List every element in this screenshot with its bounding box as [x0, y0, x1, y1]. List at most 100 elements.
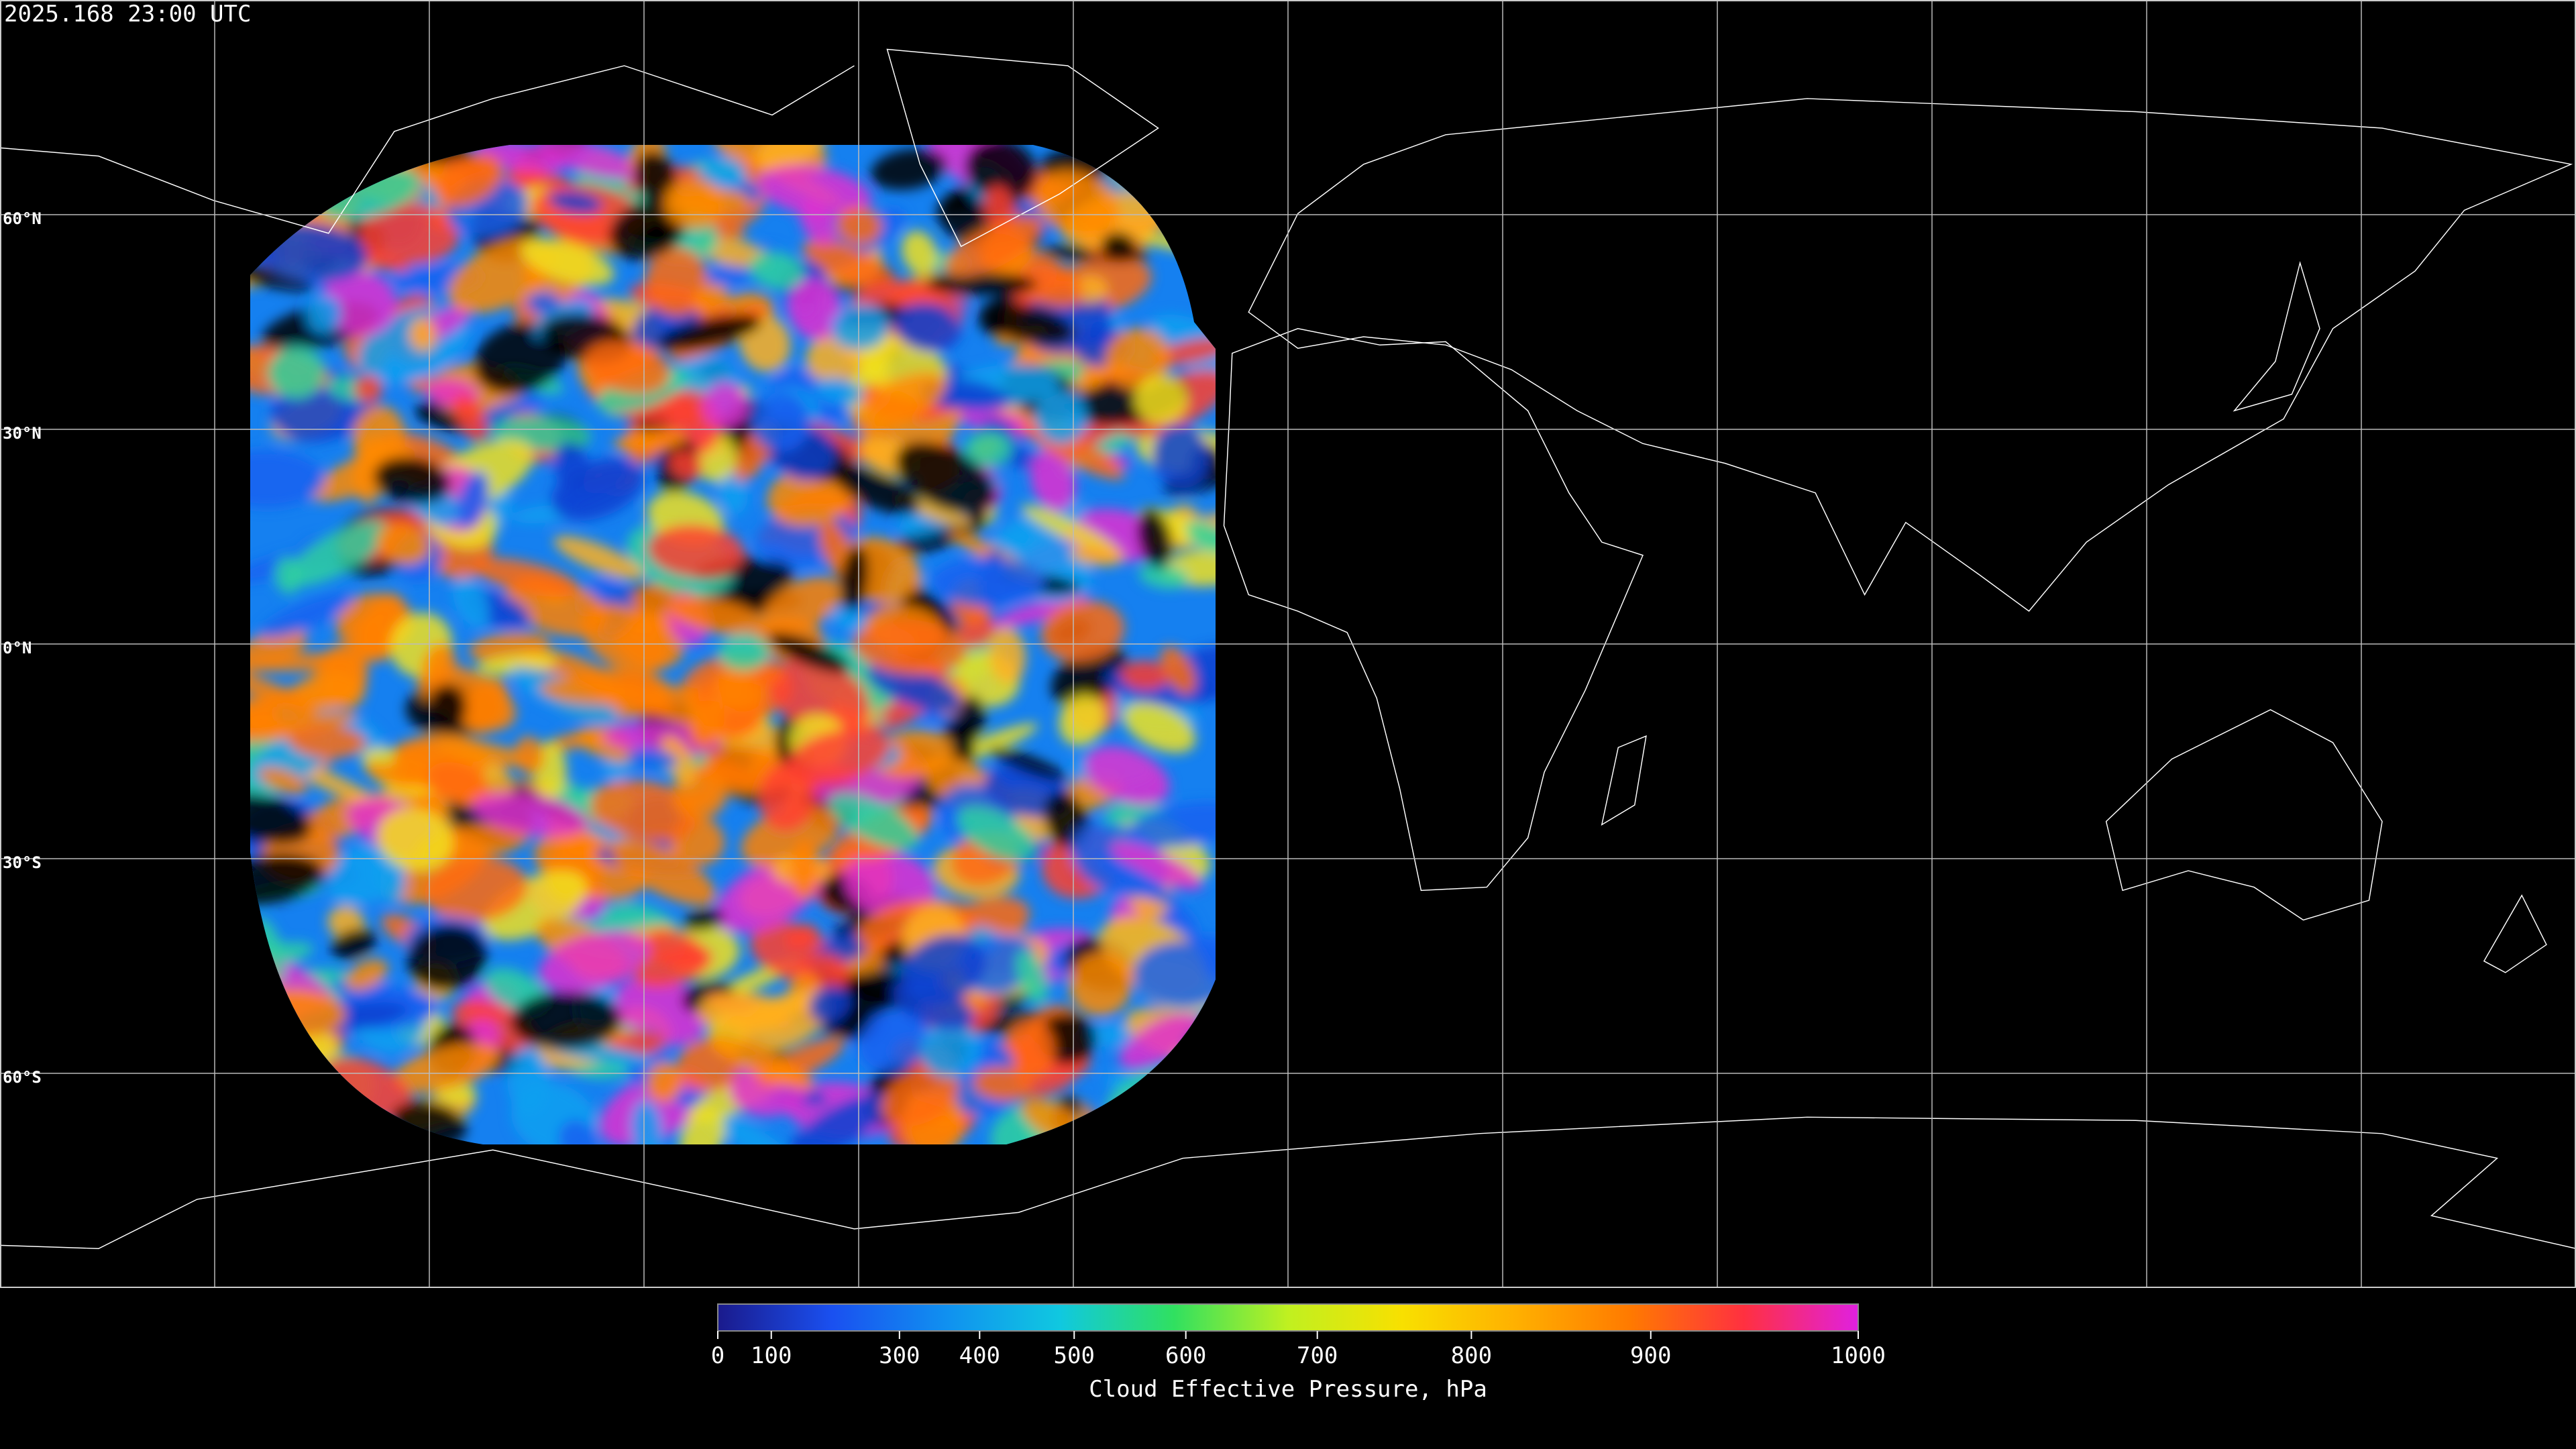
cloud-blob — [515, 736, 545, 775]
cloud-blob — [260, 593, 353, 638]
colorbar-tick-label: 0 — [711, 1342, 724, 1369]
cloud-blob — [286, 520, 390, 586]
cloud-blob — [830, 304, 890, 350]
cloud-blob — [707, 1034, 814, 1089]
cloud-blob — [463, 678, 509, 735]
cloud-blob — [646, 1061, 683, 1103]
cloud-blob — [808, 985, 851, 1023]
latitude-label: 30°S — [3, 853, 42, 872]
cloud-blob — [851, 372, 947, 433]
cloud-blob — [1105, 327, 1171, 391]
cloud-blob — [702, 382, 749, 429]
cloud-blob — [661, 735, 696, 786]
coast-nz — [2483, 894, 2547, 973]
cloud-blob — [790, 838, 818, 900]
cloud-blob — [377, 808, 453, 871]
cloud-blob — [768, 633, 850, 674]
cloud-blob — [724, 988, 828, 1030]
cloud-blob — [1134, 375, 1188, 425]
cloud-blob — [1059, 694, 1106, 747]
cloud-blob — [472, 557, 579, 597]
coast-north-america — [0, 65, 855, 234]
cloud-blob — [1110, 842, 1203, 890]
cloud-blob — [769, 658, 870, 735]
latitude-label: 30°N — [3, 424, 42, 443]
cloud-blob — [354, 374, 383, 403]
cloud-blob — [964, 431, 1013, 467]
coast-africa — [1223, 328, 1644, 892]
colorbar-tick-label: 400 — [959, 1342, 1000, 1369]
cloud-blob — [718, 472, 749, 515]
cloud-blob — [758, 164, 872, 219]
cloud-blob — [1152, 424, 1210, 488]
cloud-blob — [558, 1120, 597, 1144]
colorbar-ramp — [717, 1303, 1859, 1332]
cloud-blob — [836, 206, 883, 245]
cloud-blob — [756, 145, 826, 169]
cloud-blob — [839, 545, 869, 612]
cloud-blob — [633, 944, 713, 988]
cloud-blob — [751, 391, 811, 452]
cloud-blob — [1119, 1012, 1202, 1069]
cloud-blob — [553, 442, 590, 489]
cloud-blob — [689, 700, 724, 748]
colorbar: Cloud Effective Pressure, hPa 0 100 300 400… — [711, 1303, 1886, 1403]
colorbar-tick-label: 1000 — [1831, 1342, 1886, 1369]
coastlines — [0, 48, 2576, 1249]
cloud-blob — [752, 663, 784, 686]
cloud-blob — [392, 1042, 500, 1093]
cloud-blob — [1093, 855, 1179, 906]
cloud-blob — [718, 633, 770, 671]
cloud-blob — [894, 302, 961, 352]
cloud-blob — [857, 1010, 928, 1073]
cloud-blob — [348, 608, 392, 633]
cloud-blob — [645, 247, 708, 317]
cloud-blob — [881, 1066, 959, 1126]
cloud-blob — [345, 959, 388, 991]
cloud-blob — [613, 429, 688, 453]
cloud-blob — [472, 792, 587, 837]
coast-eurasia — [1248, 98, 2573, 612]
cloud-blob — [749, 252, 805, 290]
cloud-blob — [919, 1022, 982, 1078]
colorbar-tick-label: 100 — [751, 1342, 792, 1369]
cloud-blob — [1021, 504, 1120, 556]
coast-australia — [2105, 709, 2383, 921]
cloud-blob — [944, 215, 1043, 278]
cloud-blob — [1069, 952, 1132, 1016]
cloud-blob — [250, 449, 325, 508]
colorbar-tick-label: 300 — [879, 1342, 920, 1369]
cloud-blob — [425, 857, 528, 922]
cloud-blob — [1040, 600, 1125, 662]
cloud-blob — [656, 314, 762, 352]
cloud-blob — [1120, 660, 1169, 690]
cloud-blob — [892, 980, 974, 1030]
cloud-blob — [539, 679, 649, 705]
cloud-blob — [788, 1092, 892, 1144]
cloud-blob — [987, 594, 1089, 629]
cloud-blob — [290, 672, 360, 712]
cloud-blob — [527, 291, 561, 315]
timestamp: 2025.168 23:00 UTC — [4, 1, 251, 28]
cloud-blob — [331, 928, 376, 959]
cloud-blob — [989, 627, 1026, 684]
latitude-label: 60°S — [3, 1068, 42, 1087]
cloud-blob — [799, 200, 836, 246]
latitude-label: 0°N — [3, 639, 32, 657]
cloud-blob — [631, 1099, 663, 1144]
cloud-blob — [954, 696, 986, 743]
cloud-blob — [422, 643, 455, 688]
cloud-blob — [866, 662, 961, 712]
cloud-blob — [250, 258, 314, 292]
cloud-blob — [553, 535, 644, 580]
latitude-label: 60°N — [3, 209, 42, 228]
cloud-blob — [926, 272, 1038, 296]
cloud-blob — [1123, 702, 1196, 753]
coast-japan — [2233, 261, 2320, 412]
cloud-blob — [957, 806, 1036, 861]
cloud-blob — [250, 854, 324, 905]
cloud-blob — [627, 747, 678, 770]
cloud-blob — [985, 304, 1074, 345]
cloud-blob — [1034, 170, 1120, 237]
